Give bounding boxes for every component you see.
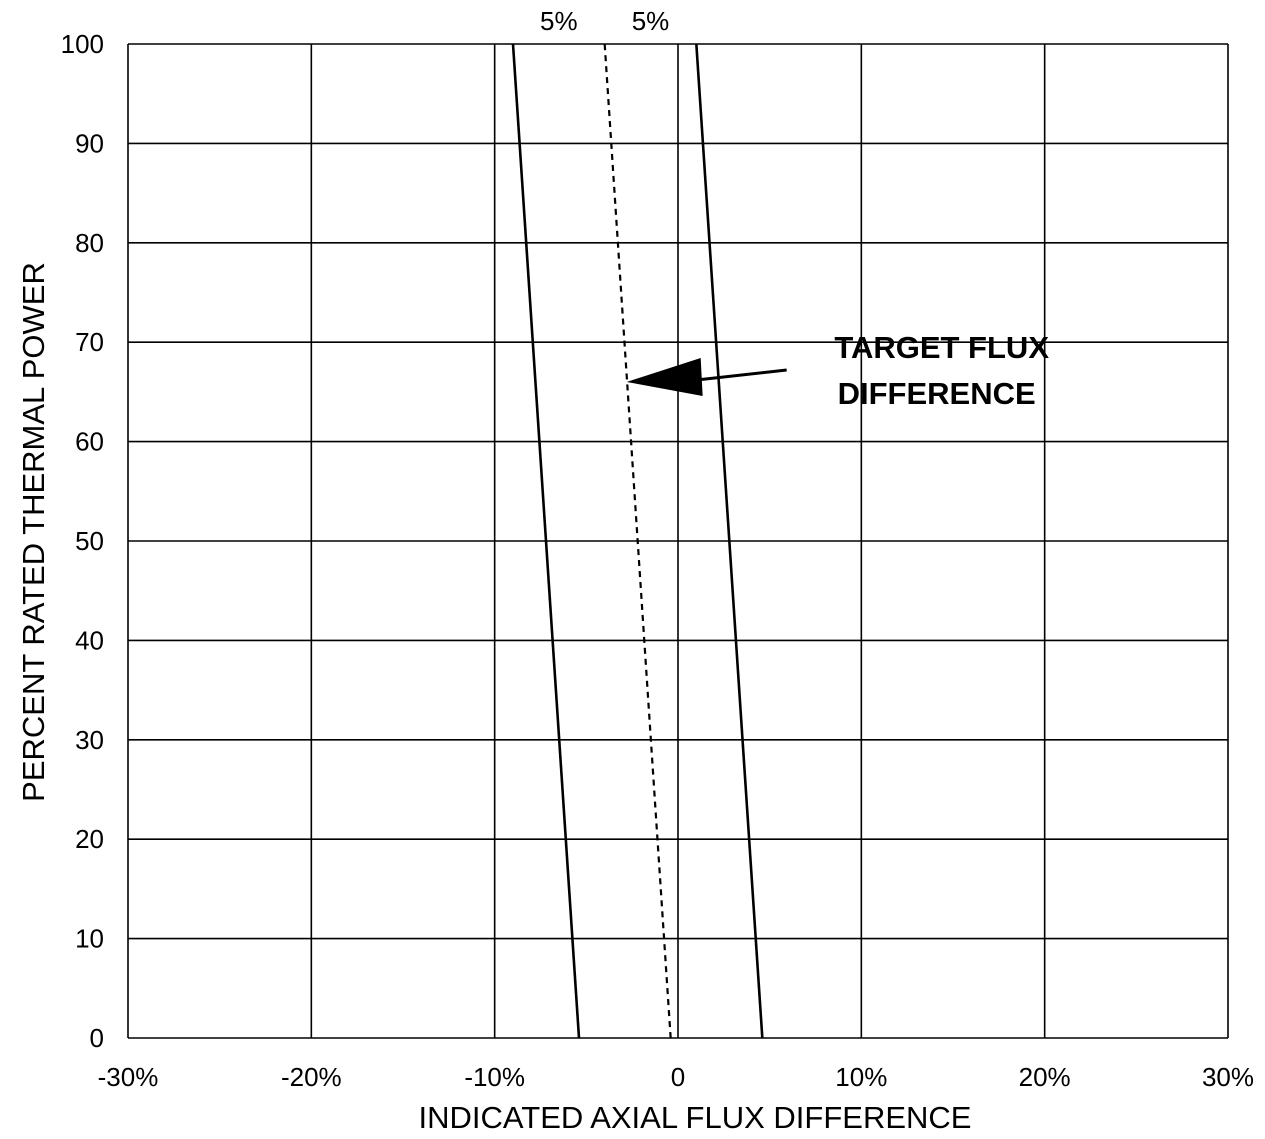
- band-width-label-left: 5%: [540, 6, 578, 36]
- chart-grid: [127, 43, 1229, 1039]
- x-axis-title: INDICATED AXIAL FLUX DIFFERENCE: [419, 1100, 972, 1135]
- annotation-arrow-shaft: [696, 368, 787, 382]
- annotation-label-line1: TARGET FLUX: [834, 330, 1049, 365]
- y-tick-label: 90: [75, 128, 104, 158]
- chart-tick-labels: -30% -20% -10% 0 10% 20% 30% 0 10 20 30 40 50 60 70 80 9…: [61, 29, 1254, 1092]
- x-tick-label: 10%: [835, 1062, 887, 1092]
- band-limit-line: [695, 43, 764, 1039]
- annotation-arrow-head: [626, 357, 703, 396]
- x-tick-label: -10%: [464, 1062, 525, 1092]
- x-tick-label: 0: [671, 1062, 685, 1092]
- x-tick-label: 30%: [1202, 1062, 1254, 1092]
- x-tick-label: 20%: [1019, 1062, 1071, 1092]
- annotation-label-line2: DIFFERENCE: [838, 376, 1036, 411]
- y-tick-label: 20: [75, 824, 104, 854]
- y-tick-label: 80: [75, 228, 104, 258]
- y-tick-label: 100: [61, 29, 104, 59]
- y-tick-label: 70: [75, 327, 104, 357]
- band-limit-line: [511, 43, 581, 1039]
- x-tick-label: -20%: [281, 1062, 342, 1092]
- band-width-label-right: 5%: [632, 6, 670, 36]
- y-axis-title: PERCENT RATED THERMAL POWER: [16, 262, 51, 802]
- y-tick-label: 30: [75, 725, 104, 755]
- y-tick-label: 60: [75, 427, 104, 457]
- x-tick-label: -30%: [98, 1062, 159, 1092]
- y-tick-label: 0: [90, 1023, 104, 1053]
- target-flux-difference-line: [603, 43, 672, 1039]
- chart-series: [511, 43, 764, 1039]
- y-tick-label: 40: [75, 625, 104, 655]
- y-tick-label: 10: [75, 924, 104, 954]
- y-tick-label: 50: [75, 526, 104, 556]
